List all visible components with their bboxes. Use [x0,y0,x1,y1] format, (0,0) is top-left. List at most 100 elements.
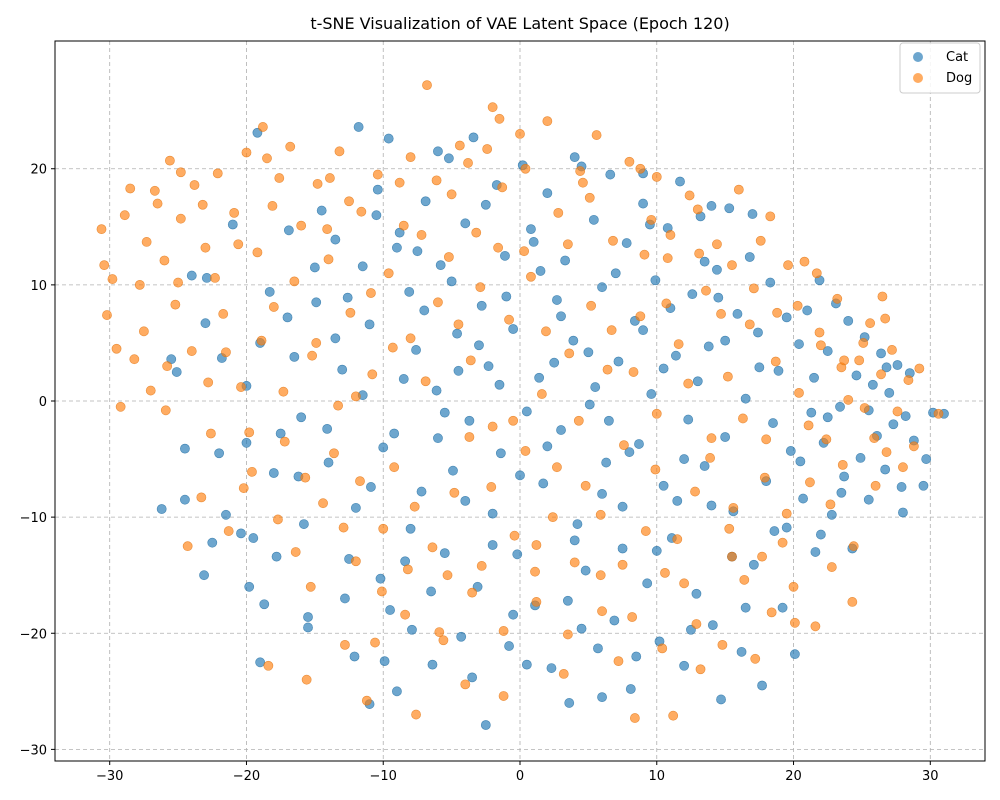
dog-point [400,609,411,620]
dog-point [651,408,662,419]
dog-point [196,492,207,503]
cat-point [508,324,519,334]
cat-point [546,663,557,673]
dog-point [777,537,788,548]
dog-point [115,401,126,412]
dog-point [175,167,186,178]
cat-point [794,339,804,349]
dog-point [221,347,231,358]
cat-point [439,407,450,418]
cat-point [713,292,724,303]
cat-point [748,559,759,570]
dog-point [247,466,257,477]
dog-point [805,477,815,488]
dog-point [355,476,365,487]
dog-point [552,462,562,473]
dog-point [267,201,278,211]
dog-point [536,389,547,399]
cat-point [186,270,197,281]
cat-point [311,297,322,308]
dog-point [531,597,542,607]
dog-point [149,185,160,196]
dog-point [387,342,398,353]
dog-point [635,311,646,322]
dog-point [416,230,427,240]
cat-point [603,415,614,426]
dog-point [443,252,454,262]
dog-point [394,177,405,188]
cat-point [671,350,681,361]
dog-point [716,309,726,319]
dog-point [578,177,588,188]
dog-point [591,130,602,140]
cat-point [412,246,423,257]
cat-point [433,433,443,444]
dog-point [182,541,193,552]
cat-point [552,295,562,305]
dog-point [520,163,531,174]
cat-point [236,528,246,539]
cat-point [699,461,710,471]
dog-point [334,146,345,157]
dog-point [575,166,586,176]
dog-point [486,482,497,492]
dog-point [661,298,672,309]
dog-point [307,350,318,361]
dog-point [263,660,274,671]
cat-point [433,146,443,157]
dog-point [200,242,211,253]
dog-point [210,273,220,283]
cat-point [353,122,364,132]
cat-point [275,428,286,439]
dog-point [744,319,755,330]
dog-point [223,526,234,536]
x-tick-label: −20 [233,769,260,784]
dog-point [701,285,711,296]
dog-point [493,242,504,253]
dog-point [409,501,420,512]
dog-point [233,239,244,250]
cat-point [407,624,417,635]
dog-point [333,400,344,411]
dog-point [383,268,394,279]
cat-point [789,649,800,660]
dog-point [602,364,613,375]
cat-point [200,318,211,329]
dog-point [438,635,449,646]
dog-point [783,260,793,271]
dog-point [162,361,173,372]
cat-point [214,448,225,459]
dog-point [344,196,354,207]
dog-point [102,310,112,320]
dog-point [189,180,200,190]
cat-point [330,234,341,245]
dog-point [138,326,149,337]
cat-point [631,651,642,662]
dog-point [569,557,580,568]
dog-point [869,433,880,444]
cat-point [747,209,758,219]
cat-point [535,266,546,276]
dog-point [323,254,334,265]
legend-dog-label: Dog [946,71,972,86]
cat-point [822,346,833,356]
cat-point [851,370,862,381]
cat-point [777,602,788,613]
cat-point [171,367,182,377]
cat-point [323,457,334,468]
cat-point [884,387,895,398]
dog-point [843,394,854,405]
cat-point [528,237,539,247]
cat-point [443,153,454,164]
cat-point [601,457,612,468]
cat-point [568,335,579,346]
cat-point [588,214,599,225]
cat-point [468,132,479,143]
legend-dog-marker [913,73,923,83]
cat-point [687,289,698,300]
dog-point [378,523,389,534]
dog-point [318,498,328,509]
cat-point [679,454,690,464]
cat-point [881,362,892,373]
